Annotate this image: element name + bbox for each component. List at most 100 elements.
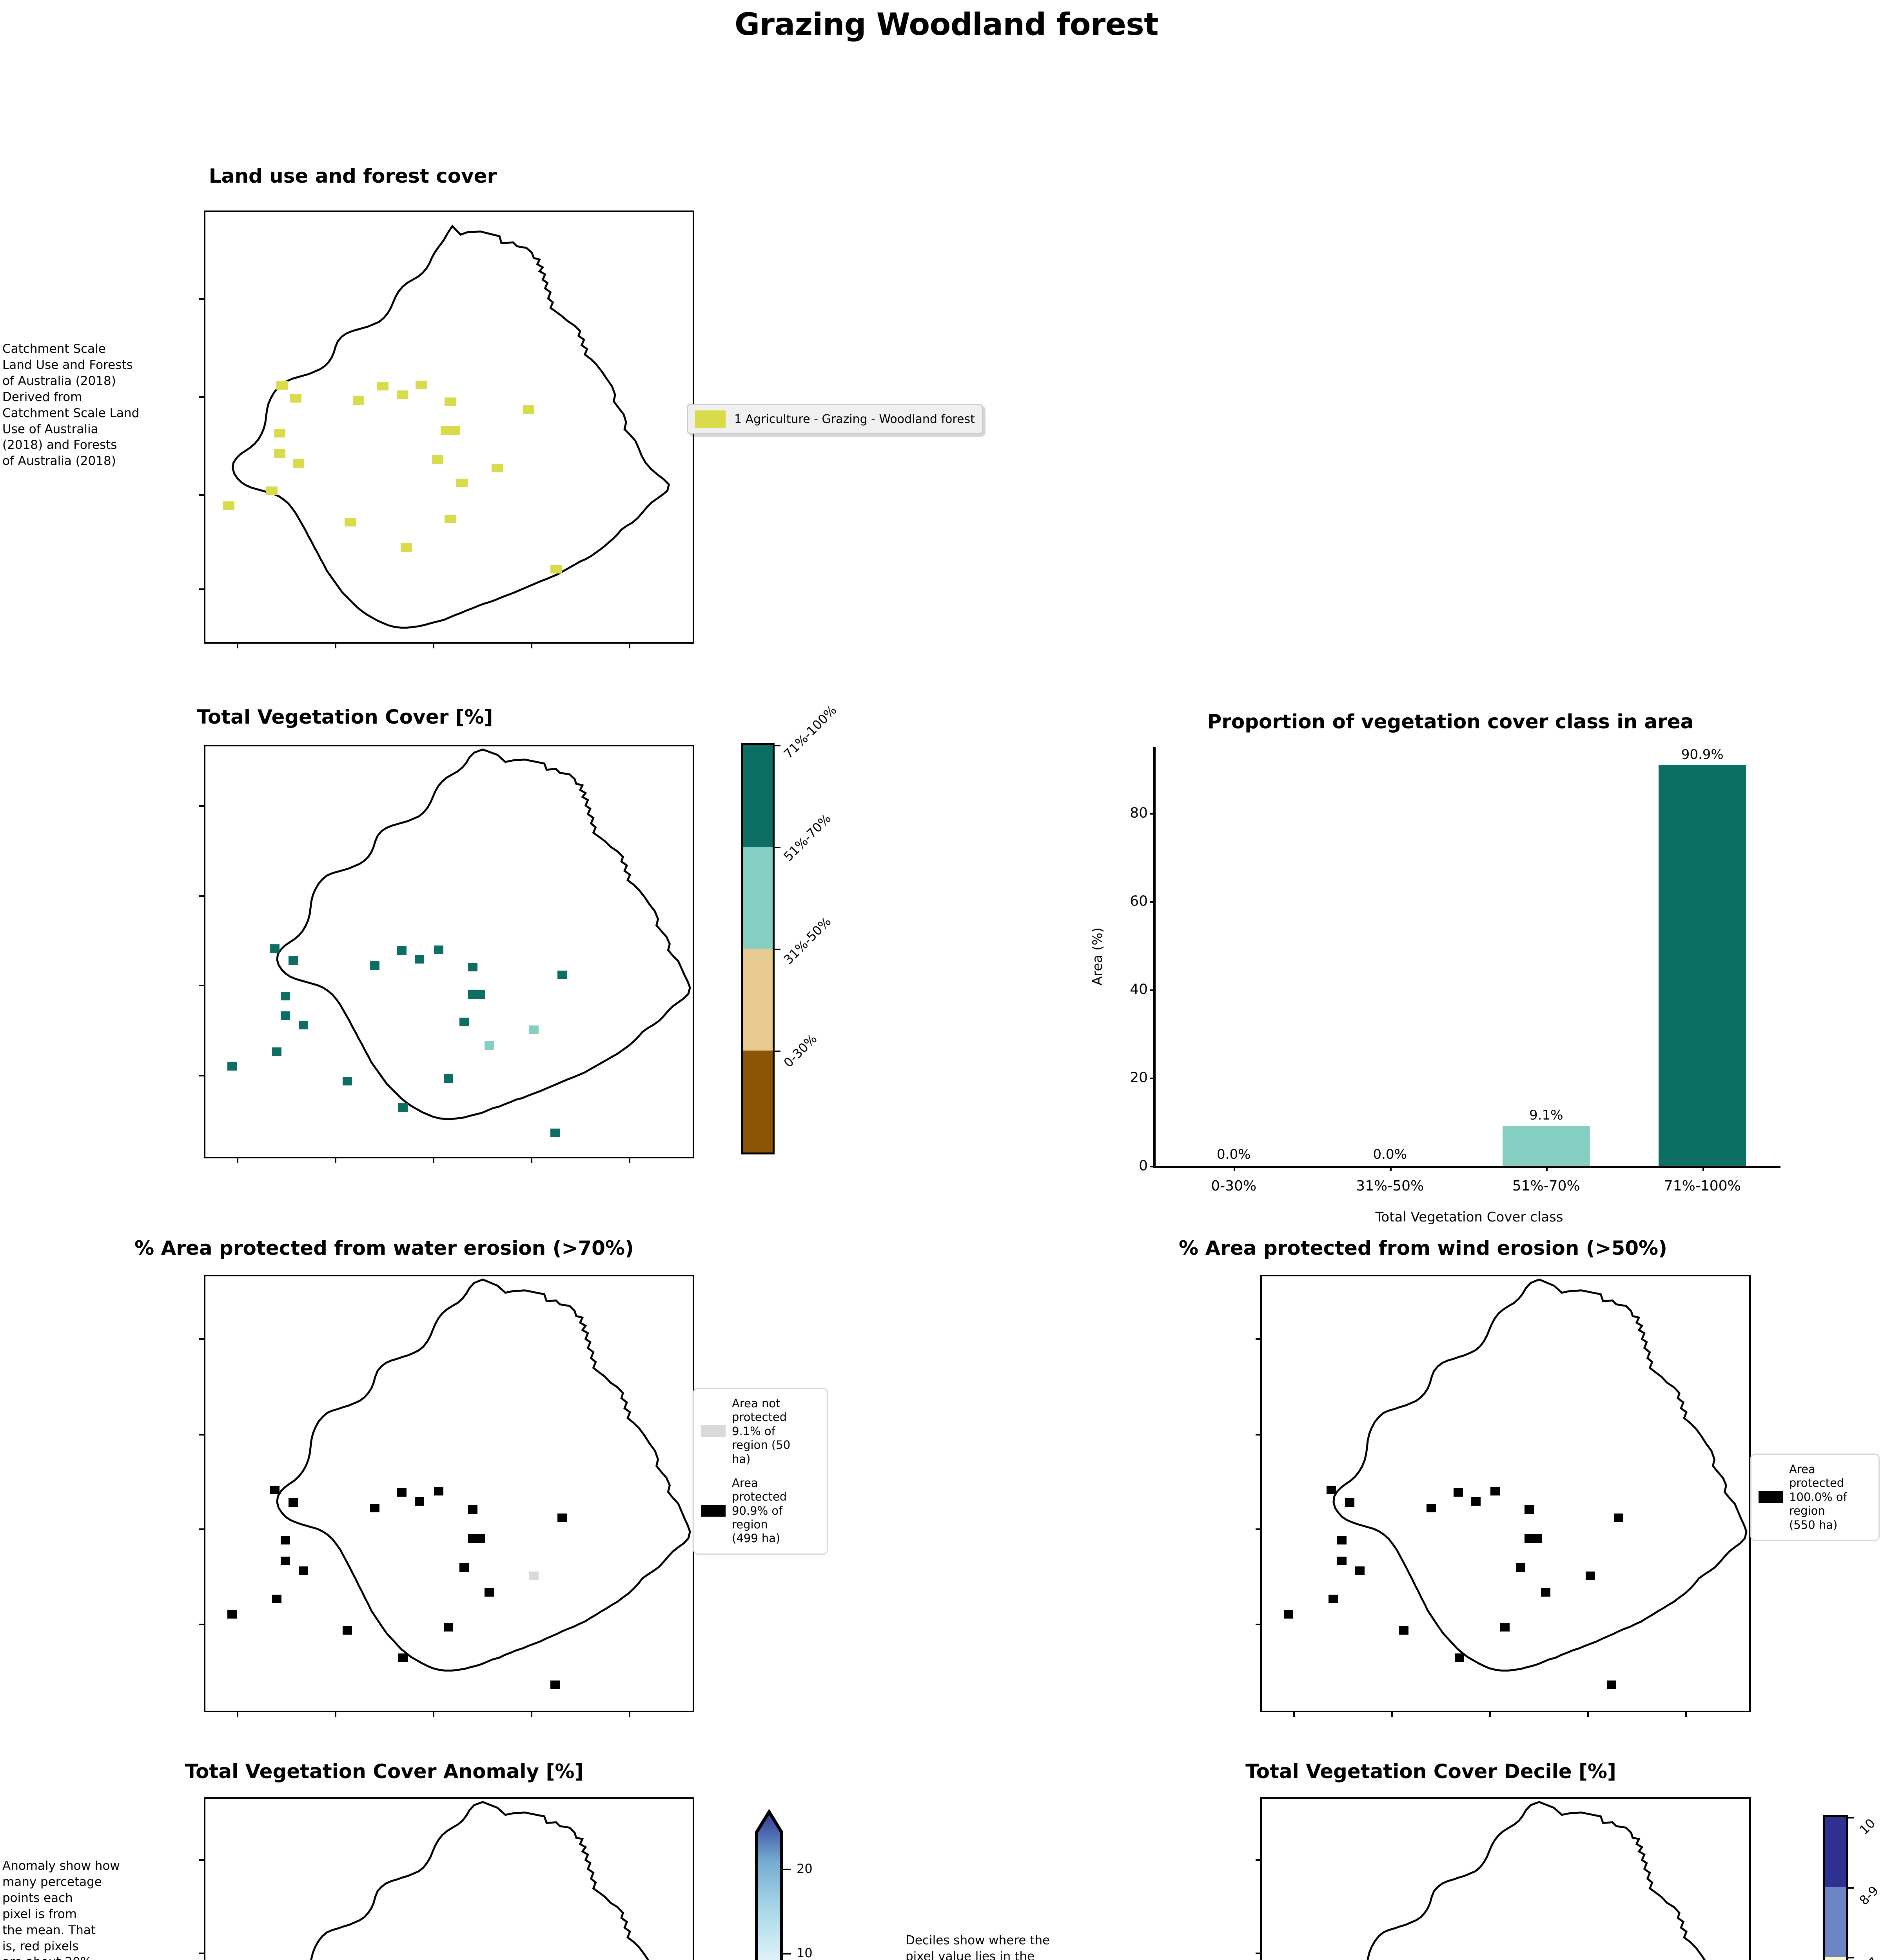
decile-map[interactable] xyxy=(1256,1797,1751,1960)
map-pixel xyxy=(281,1557,290,1565)
map-pixel xyxy=(289,956,298,965)
legend-label-protected-wind: Area protected 100.0% of region (550 ha) xyxy=(1789,1463,1847,1532)
wind-erosion-legend[interactable]: Area protected 100.0% of region (550 ha) xyxy=(1750,1454,1880,1541)
map-pixel xyxy=(1327,1486,1336,1494)
decile-note: Deciles show where the pixel value lies … xyxy=(906,1933,1050,1960)
map-pixel xyxy=(289,1498,298,1507)
map-pixel xyxy=(492,464,503,472)
map-pixel xyxy=(299,1566,308,1575)
map-pixel xyxy=(397,390,408,399)
map-pixel xyxy=(370,961,379,970)
anomaly-note: Anomaly show how many percetage points e… xyxy=(2,1859,120,1960)
map-pixel xyxy=(416,381,427,389)
map-pixel xyxy=(550,565,562,573)
cbar-segment-0-30 xyxy=(743,1051,773,1152)
map-pixel xyxy=(550,1129,560,1137)
land-use-legend-swatch xyxy=(695,410,726,428)
chart-y-axis-label: Area (%) xyxy=(1090,927,1105,985)
map-pixel xyxy=(270,944,280,953)
veg-cover-map[interactable] xyxy=(199,745,694,1163)
region-outline-wind xyxy=(1332,1278,1748,1672)
map-pixel xyxy=(281,1011,290,1020)
map-pixel xyxy=(1607,1681,1616,1689)
map-pixel xyxy=(557,1514,567,1522)
map-pixel xyxy=(523,405,534,414)
xtick-71-100: 71%-100% xyxy=(1664,1178,1741,1194)
cbar-segment-8-9 xyxy=(1825,1887,1846,1957)
map-pixel xyxy=(456,479,468,487)
map-pixel xyxy=(370,1504,379,1512)
water-erosion-legend[interactable]: Area not protected 9.1% of region (50 ha… xyxy=(693,1388,828,1555)
map-pixel xyxy=(468,963,477,971)
map-pixel xyxy=(274,449,285,458)
ytick-0: 0 xyxy=(1139,1158,1148,1174)
anomaly-map[interactable] xyxy=(199,1797,694,1960)
veg-cover-colorbar[interactable]: 71%-100% 51%-70% 31%-50% 0-30% xyxy=(741,702,840,1154)
map-pixel xyxy=(227,1610,237,1619)
map-pixel xyxy=(1345,1498,1354,1507)
map-pixel xyxy=(550,1681,560,1689)
legend-label-protected: Area protected 90.9% of region (499 ha) xyxy=(732,1476,787,1545)
water-erosion-panel-title: % Area protected from water erosion (>70… xyxy=(134,1237,634,1259)
land-use-map[interactable] xyxy=(199,211,694,648)
ytick-60: 60 xyxy=(1130,893,1148,909)
map-pixel xyxy=(444,1074,453,1083)
map-pixel xyxy=(1490,1487,1500,1495)
map-pixel xyxy=(276,381,288,390)
chart-x-axis-label: Total Vegetation Cover class xyxy=(1375,1209,1563,1225)
xtick-51-70: 51%-70% xyxy=(1512,1178,1580,1194)
map-pixel xyxy=(1329,1595,1338,1603)
map-pixel xyxy=(1455,1653,1464,1662)
map-pixel xyxy=(459,1018,469,1026)
bar-value-71-100: 90.9% xyxy=(1681,747,1724,762)
land-use-legend-label: 1 Agriculture - Grazing - Woodland fores… xyxy=(734,412,975,426)
cbar-segment-31-50 xyxy=(743,949,773,1051)
region-outline-anomaly xyxy=(310,1801,650,1960)
veg-proportion-chart[interactable]: 0 20 40 60 80 0.0% 0.0% 9.1% 90.9% 0-30%… xyxy=(1130,747,1780,1225)
wind-erosion-map[interactable] xyxy=(1256,1275,1751,1717)
map-pixel xyxy=(272,1047,281,1056)
bar-51-70[interactable] xyxy=(1502,1125,1590,1166)
map-pixel xyxy=(274,429,285,437)
map-pixel xyxy=(432,455,443,464)
map-pixel xyxy=(445,515,456,523)
map-pixel xyxy=(397,946,407,955)
legend-swatch-protected xyxy=(701,1505,726,1517)
decile-label-10: 10 xyxy=(1856,1815,1878,1838)
land-use-panel-title: Land use and forest cover xyxy=(209,165,497,187)
ytick-80: 80 xyxy=(1130,805,1148,821)
map-pixel xyxy=(281,992,290,1000)
anomaly-tick-10: 10 xyxy=(797,1945,813,1960)
bar-71-100[interactable] xyxy=(1659,765,1746,1166)
decile-label-8-9: 8-9 xyxy=(1856,1883,1882,1908)
water-erosion-map[interactable] xyxy=(199,1275,694,1717)
map-pixel xyxy=(444,1623,453,1632)
map-pixel xyxy=(529,1025,539,1034)
map-pixel xyxy=(468,990,485,999)
cbar-label-0-30: 0-30% xyxy=(780,1031,820,1071)
anomaly-colorbar-wrap[interactable]: 20 10 0 −10 −20 xyxy=(755,1808,813,1960)
decile-label-4-7: 4-7 xyxy=(1857,1955,1882,1960)
region-outline-water xyxy=(276,1278,691,1672)
region-outline-decile xyxy=(1367,1801,1706,1960)
map-pixel xyxy=(1586,1572,1595,1580)
cbar-segment-10 xyxy=(1825,1817,1846,1887)
map-pixel xyxy=(397,1488,407,1497)
map-pixel xyxy=(1471,1497,1481,1506)
map-pixel xyxy=(485,1041,494,1050)
map-pixel xyxy=(293,459,304,468)
map-pixel xyxy=(343,1077,352,1085)
xtick-0-30: 0-30% xyxy=(1211,1178,1257,1194)
cbar-segment-71-100 xyxy=(743,745,773,847)
land-use-legend[interactable]: 1 Agriculture - Grazing - Woodland fores… xyxy=(687,404,983,434)
land-use-source-note: Catchment Scale Land Use and Forests of … xyxy=(2,342,140,468)
map-pixel xyxy=(1614,1514,1623,1522)
legend-swatch-not-protected xyxy=(701,1425,726,1437)
map-pixel xyxy=(1454,1488,1463,1497)
map-pixel xyxy=(1525,1534,1542,1543)
bar-value-31-50: 0.0% xyxy=(1373,1147,1407,1162)
bar-value-0-30: 0.0% xyxy=(1217,1147,1251,1162)
decile-colorbar[interactable]: 10 8-9 4-7 2-3 1 xyxy=(1823,1815,1881,1960)
map-pixel xyxy=(1516,1563,1525,1572)
legend-row-protected: Area protected 90.9% of region (499 ha) xyxy=(701,1476,820,1546)
